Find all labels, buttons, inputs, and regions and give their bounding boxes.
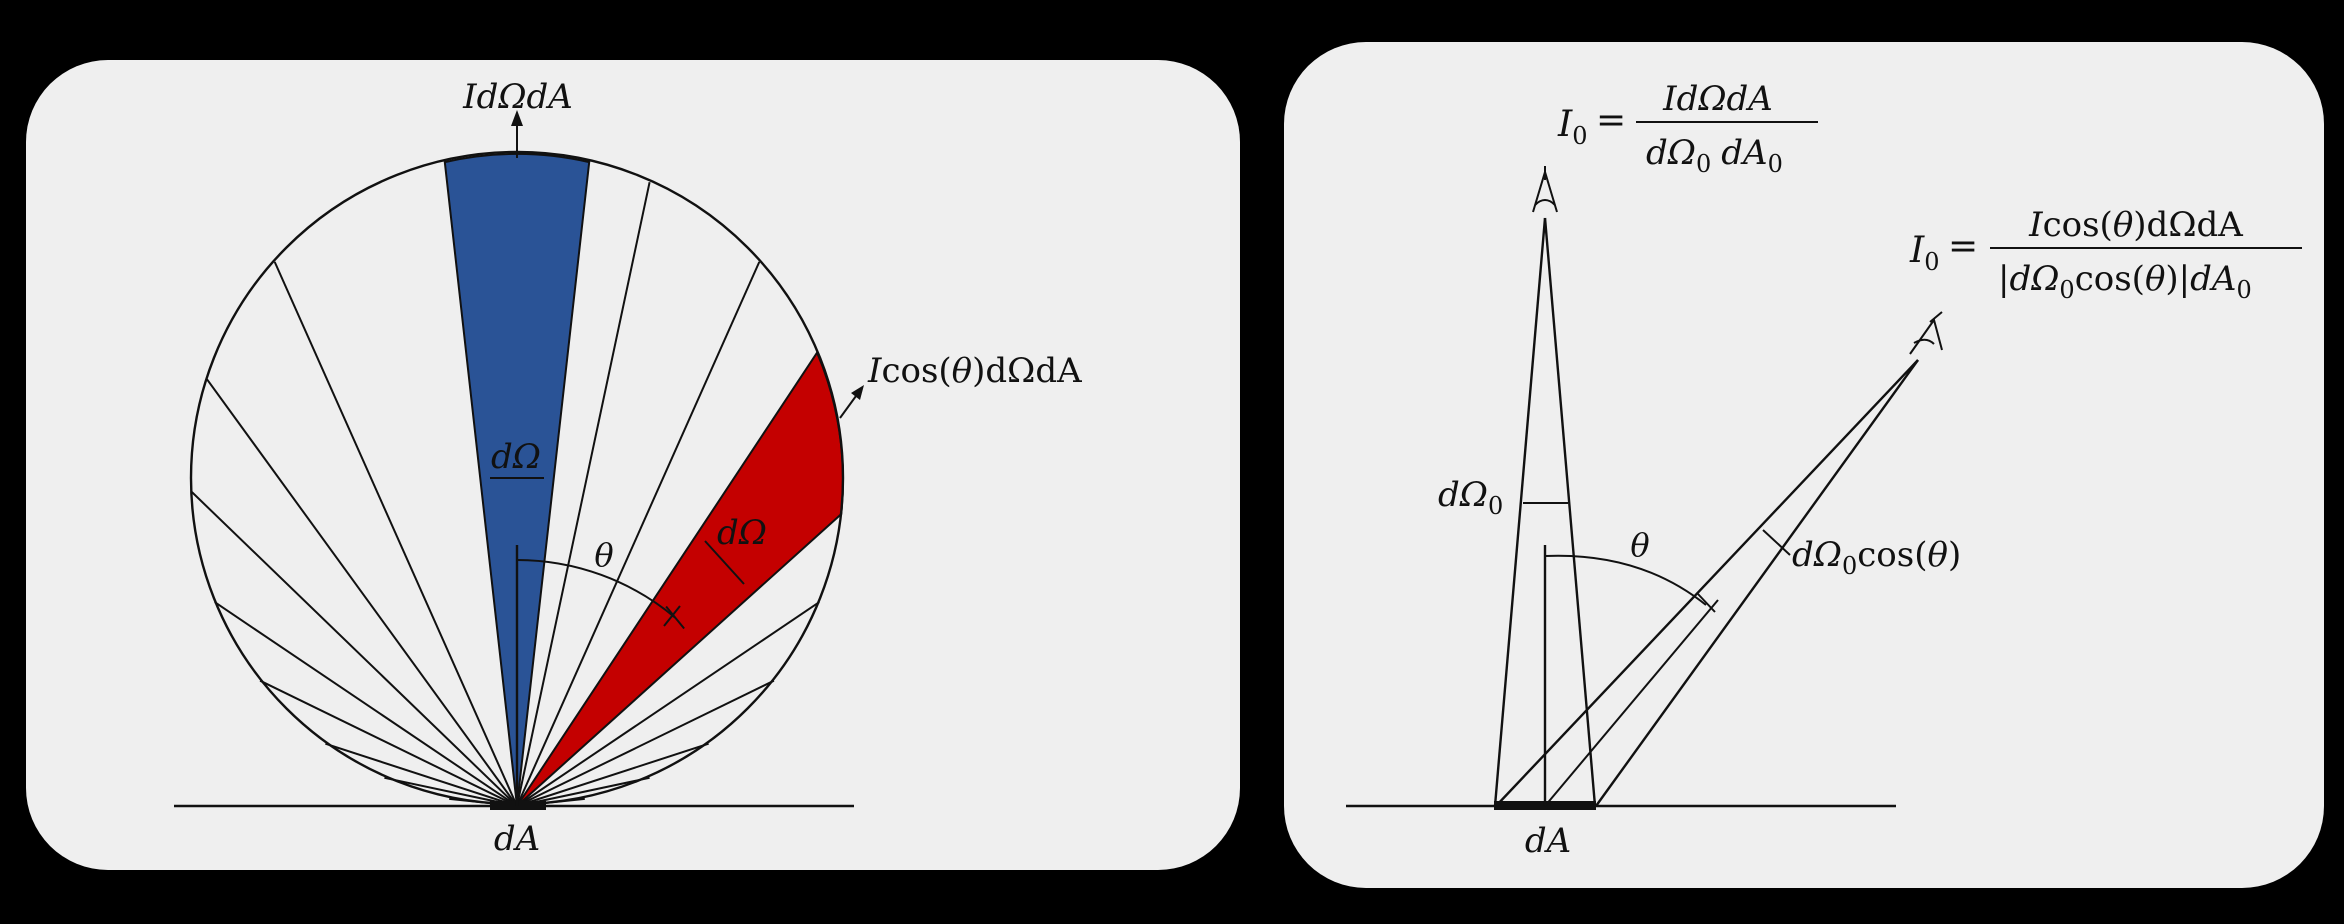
tilted-center-line [1544,599,1719,807]
right-angle-tick [1697,593,1716,613]
right-panel-background [1284,42,2324,888]
tilted-flux-label: Icos(θ)dΩdA [867,351,1082,391]
right-base-label: dA [1525,821,1571,861]
radiating-line [273,261,518,807]
right-angle-label: θ [1630,526,1649,564]
vertical-cone-right [1543,217,1597,807]
radiating-line [214,601,518,807]
vertical-cone-left [1493,217,1547,807]
radiating-line [516,261,761,807]
red-sector-label: dΩ [717,513,767,553]
radiating-line [516,679,775,807]
tilted-arrow-shaft [839,395,857,419]
radiating-line [516,742,709,807]
left-angle-tick [665,605,685,630]
right-angle-arc [1544,554,1707,606]
eq1-numerator: IdΩdA [1662,79,1773,119]
eq1-equals: = [1596,100,1626,141]
tilted-flux-label-theta: θ [952,351,972,391]
left-angle-tick-b [663,605,681,627]
radiating-line [259,679,518,807]
tilted-flux-label-rest: )dΩdA [972,351,1082,391]
left-panel: IdΩdA Icos(θ)dΩdA dΩ dΩ θ dA [26,60,1240,870]
radiating-line [516,181,651,807]
equation-vertical: I0 = IdΩdA dΩ0 dA0 [1557,79,1818,178]
left-panel-background [26,60,1240,870]
left-angle-label: θ [594,536,613,574]
left-base-label: dA [494,819,540,859]
top-flux-label: IdΩdA [462,77,573,117]
radiating-line [325,742,518,807]
eq2-denominator: |dΩ0cos(θ)|dA0 [1998,259,2252,304]
tilted-flux-label-cos: cos( [881,351,951,391]
eq2-numerator: Icos(θ)dΩdA [2028,205,2243,245]
eq1-lhs: I0 [1557,104,1588,150]
vertical-eye-icon [1532,166,1558,213]
blue-sector-label: dΩ [491,437,541,477]
eq2-lhs: I0 [1909,230,1940,276]
eq2-equals: = [1948,226,1978,267]
tilted-width-marker [1762,529,1791,556]
top-arrow-head [511,110,523,126]
red-width-marker [704,540,745,585]
tilted-cone-right [1595,359,1919,807]
radiating-line [190,490,518,807]
tilted-arrow-head [851,385,864,400]
eq1-denominator: dΩ0 dA0 [1646,133,1783,178]
vertical-width-label: dΩ0 [1438,475,1503,520]
tilted-width-label: dΩ0cos(θ) [1792,535,1961,580]
tilted-cone-left [1495,359,1919,807]
radiating-line [516,601,820,807]
equation-tilted: I0 = Icos(θ)dΩdA |dΩ0cos(θ)|dA0 [1909,205,2302,304]
radiating-line [206,378,518,807]
tilted-eye-icon [1909,311,1943,355]
left-angle-arc [516,559,676,619]
right-panel: I0 = IdΩdA dΩ0 dA0 I0 = Icos(θ)dΩdA |dΩ0c… [1284,42,2324,888]
tilted-flux-label-i: I [867,351,882,391]
